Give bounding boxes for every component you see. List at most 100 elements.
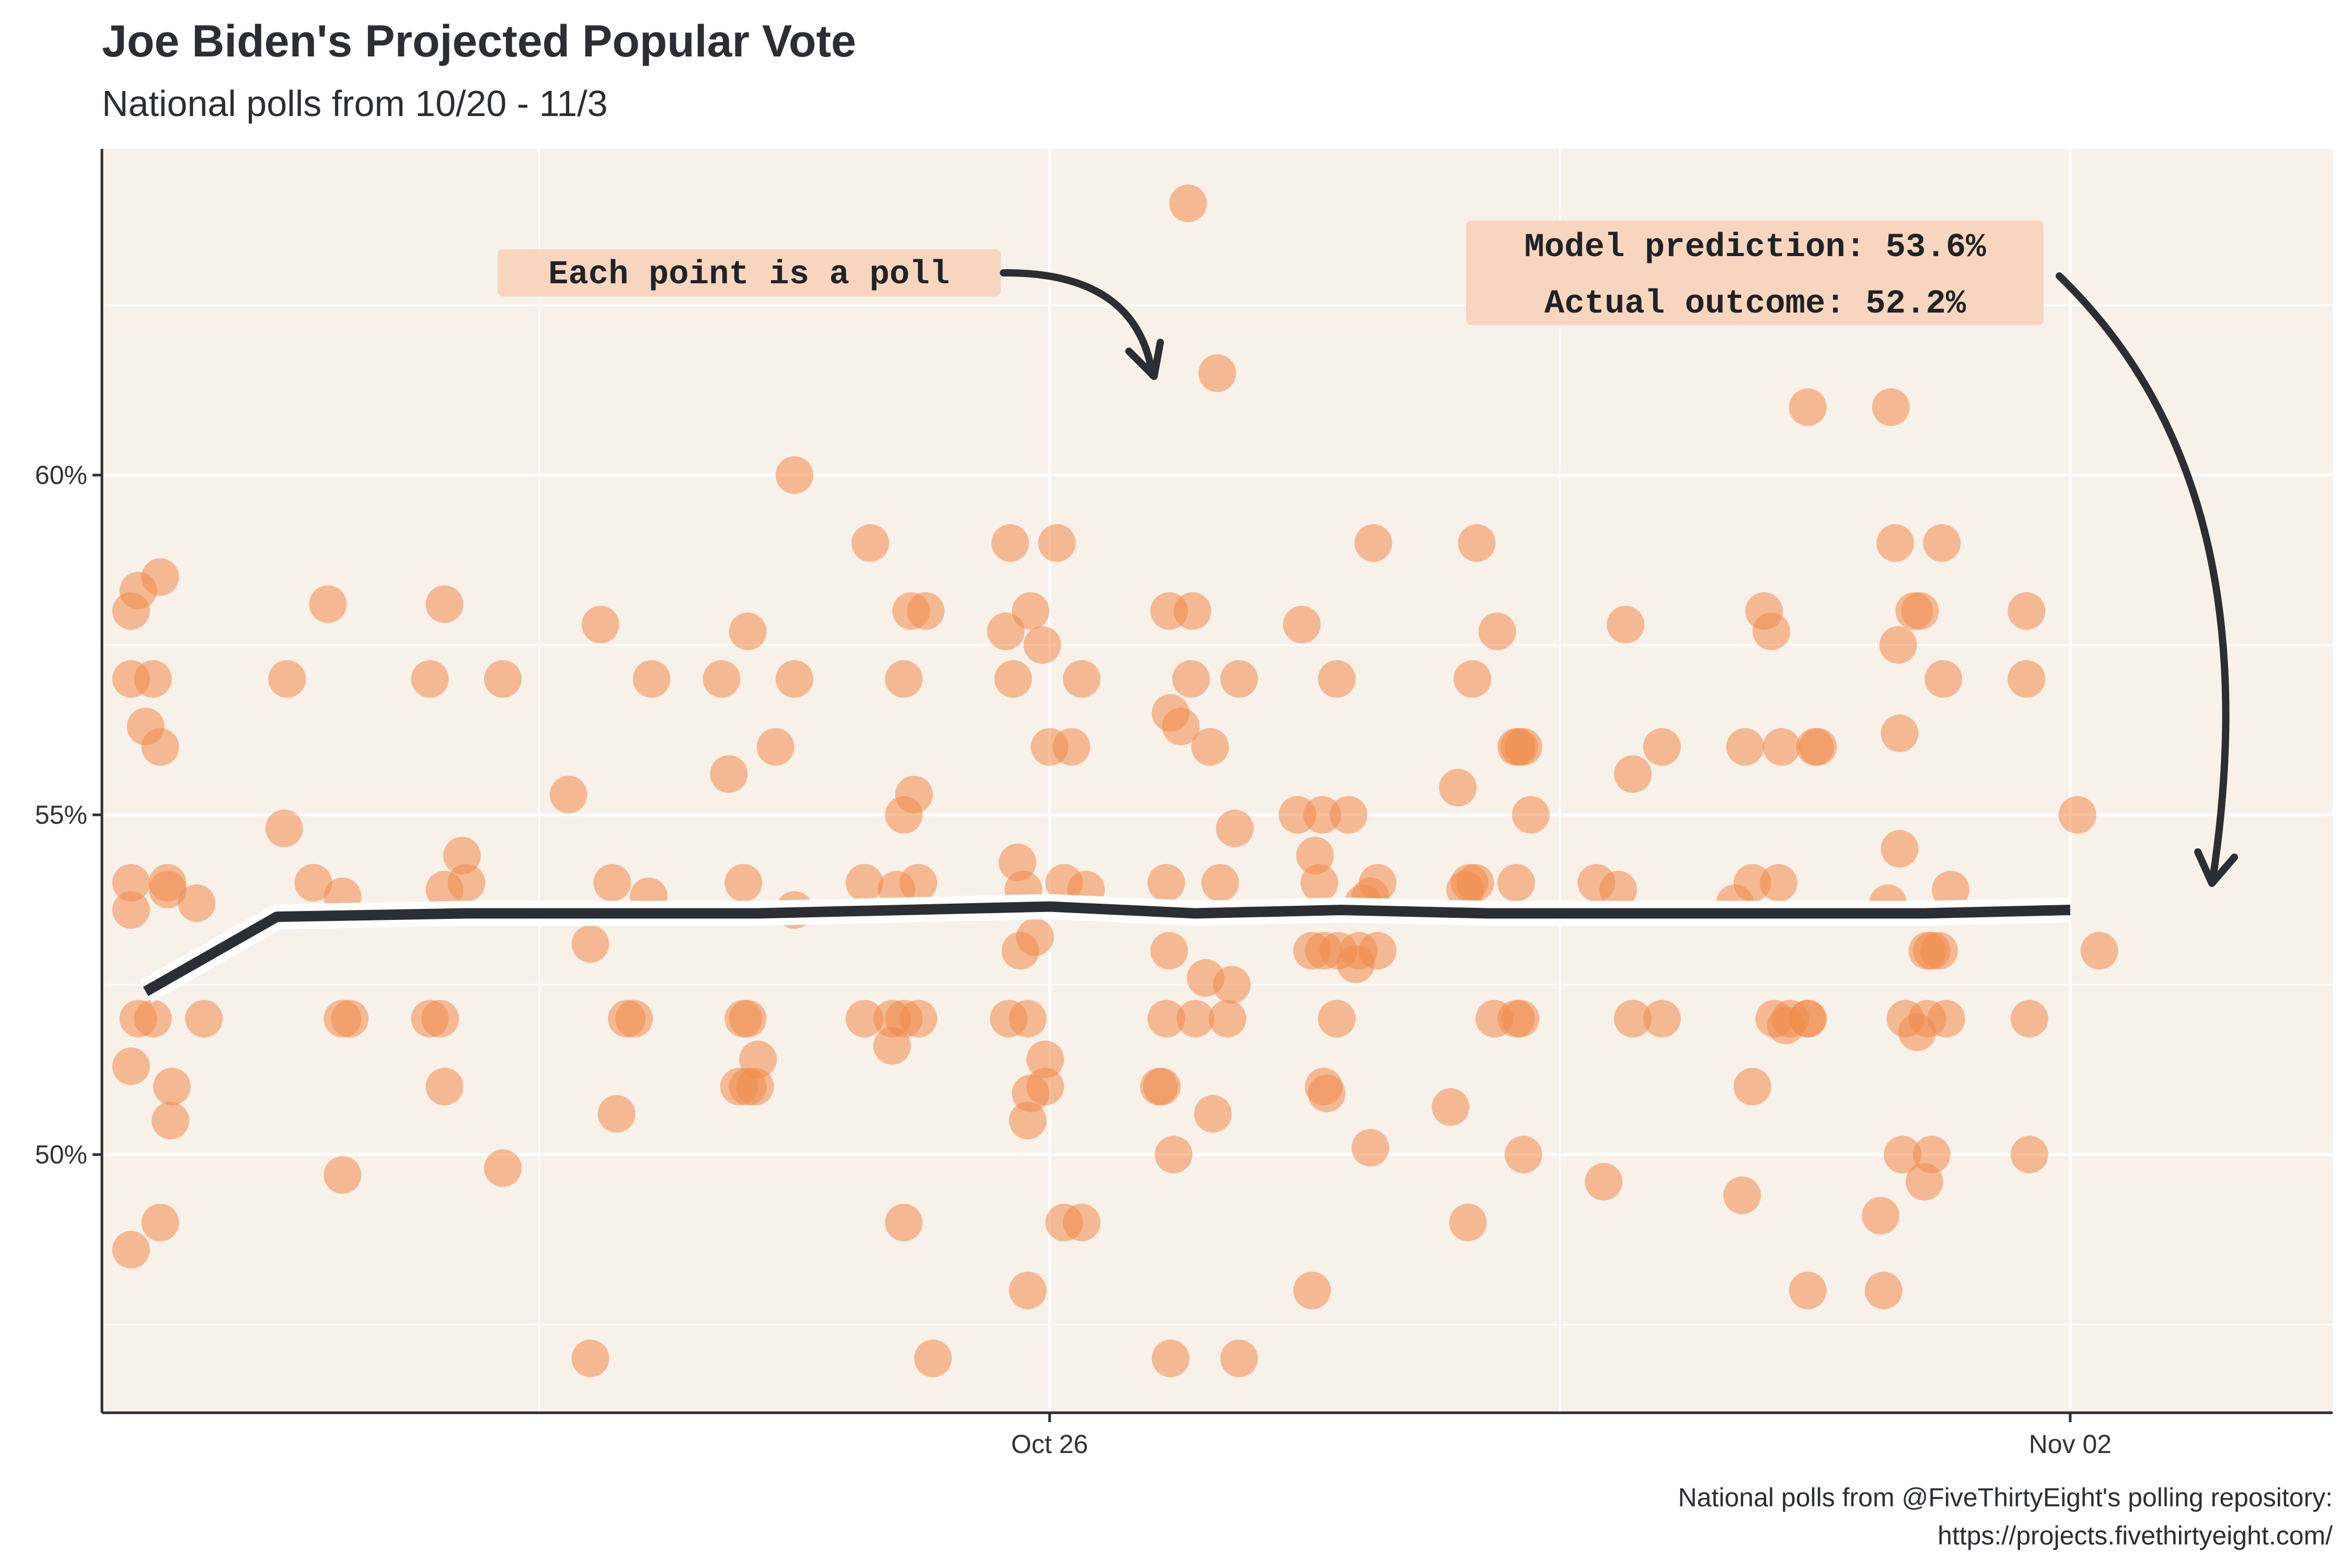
poll-point [1354, 524, 1392, 562]
poll-point [265, 810, 303, 847]
poll-point [425, 1068, 464, 1105]
poll-point [1789, 1000, 1827, 1037]
poll-point [1614, 1000, 1652, 1037]
poll-point [1155, 1136, 1193, 1173]
poll-point [1318, 660, 1356, 698]
poll-point [1497, 864, 1535, 902]
poll-point [1150, 932, 1188, 970]
annotation-arrow-model [2056, 272, 2230, 878]
annotation-arrowhead-poll [1125, 339, 1164, 380]
poll-point [309, 585, 347, 623]
poll-point [1881, 830, 1919, 868]
poll-point [593, 864, 631, 902]
poll-point [729, 1000, 767, 1037]
poll-point [1502, 1000, 1540, 1037]
poll-point [1762, 728, 1801, 766]
y-axis-ticks: 50% 55% 60% [35, 460, 102, 1169]
poll-point [1901, 592, 1939, 630]
poll-point [1512, 796, 1550, 834]
poll-point [1177, 1000, 1215, 1037]
poll-point [112, 891, 150, 929]
poll-point [991, 524, 1029, 562]
poll-point [1147, 864, 1185, 902]
poll-point [1009, 1272, 1047, 1309]
poll-point [702, 660, 741, 698]
poll-point [1432, 1088, 1470, 1126]
poll-point [885, 1204, 923, 1241]
poll-point [1220, 660, 1258, 698]
poll-point [185, 1000, 223, 1037]
poll-point [1026, 1041, 1064, 1078]
poll-point [1330, 796, 1368, 834]
poll-point [1198, 354, 1236, 392]
poll-point [1733, 864, 1771, 902]
poll-point [152, 1102, 190, 1139]
poll-point [1213, 966, 1251, 1004]
poll-point [1173, 592, 1212, 630]
poll-points [112, 185, 2118, 1377]
poll-point [141, 728, 179, 766]
poll-point [1023, 626, 1062, 664]
poll-point [112, 1231, 150, 1269]
poll-point [1879, 626, 1917, 664]
y-tick-label: 50% [35, 1140, 87, 1169]
poll-point [907, 592, 945, 630]
poll-point [571, 1340, 609, 1377]
poll-point [739, 1041, 777, 1078]
poll-point [1872, 388, 1910, 426]
x-axis-ticks: Oct 26 Nov 02 [1011, 1413, 2112, 1459]
poll-point [1504, 1136, 1542, 1173]
poll-point [294, 864, 332, 902]
annotation-arrow-poll [1000, 269, 1156, 379]
poll-point [724, 864, 763, 902]
poll-point [1876, 524, 1915, 562]
trend-line [139, 894, 2071, 1002]
poll-point [1143, 1068, 1181, 1105]
x-tick-label: Oct 26 [1011, 1429, 1088, 1459]
poll-point [1283, 606, 1321, 643]
poll-point [776, 456, 813, 494]
poll-point [1194, 1095, 1232, 1133]
poll-point [1927, 1000, 1965, 1037]
poll-point [425, 585, 464, 623]
annotation-each-point: Each point is a poll [548, 256, 950, 294]
annotation-box-poll [498, 249, 1001, 296]
poll-point [324, 1156, 362, 1194]
poll-point [141, 1204, 179, 1241]
poll-point [1753, 613, 1790, 650]
poll-point [1318, 1000, 1356, 1037]
poll-point [421, 1000, 459, 1037]
poll-point [1478, 613, 1516, 650]
poll-point [148, 871, 187, 908]
poll-point [1169, 185, 1207, 222]
poll-point [1932, 871, 1970, 908]
caption-url: https://projects.fivethirtyeight.com/ [1938, 1521, 2333, 1550]
poll-point [1300, 864, 1339, 902]
poll-point [2008, 660, 2046, 698]
poll-point [1607, 606, 1645, 643]
poll-point [1191, 728, 1229, 766]
poll-point [914, 1340, 952, 1377]
major-gridlines [102, 149, 2333, 1413]
poll-point [900, 1000, 938, 1037]
poll-point [987, 613, 1025, 650]
y-tick-label: 55% [35, 800, 87, 829]
poll-point [153, 1068, 191, 1105]
poll-point [1599, 871, 1638, 908]
caption-source: National polls from @FiveThirtyEight's p… [1678, 1483, 2333, 1512]
poll-point [1864, 1272, 1903, 1309]
poll-point [1351, 1129, 1389, 1167]
poll-point [1439, 769, 1477, 806]
poll-point [1026, 1068, 1064, 1105]
poll-point [1923, 524, 1961, 562]
annotation-arrowhead-model [2194, 848, 2238, 887]
poll-point [1456, 864, 1494, 902]
poll-point [2058, 796, 2096, 834]
poll-point [1358, 864, 1397, 902]
poll-point [1147, 1000, 1185, 1037]
poll-point [1733, 1068, 1771, 1105]
poll-point [2080, 932, 2118, 970]
poll-point [1009, 1102, 1047, 1139]
poll-point [1881, 714, 1919, 752]
